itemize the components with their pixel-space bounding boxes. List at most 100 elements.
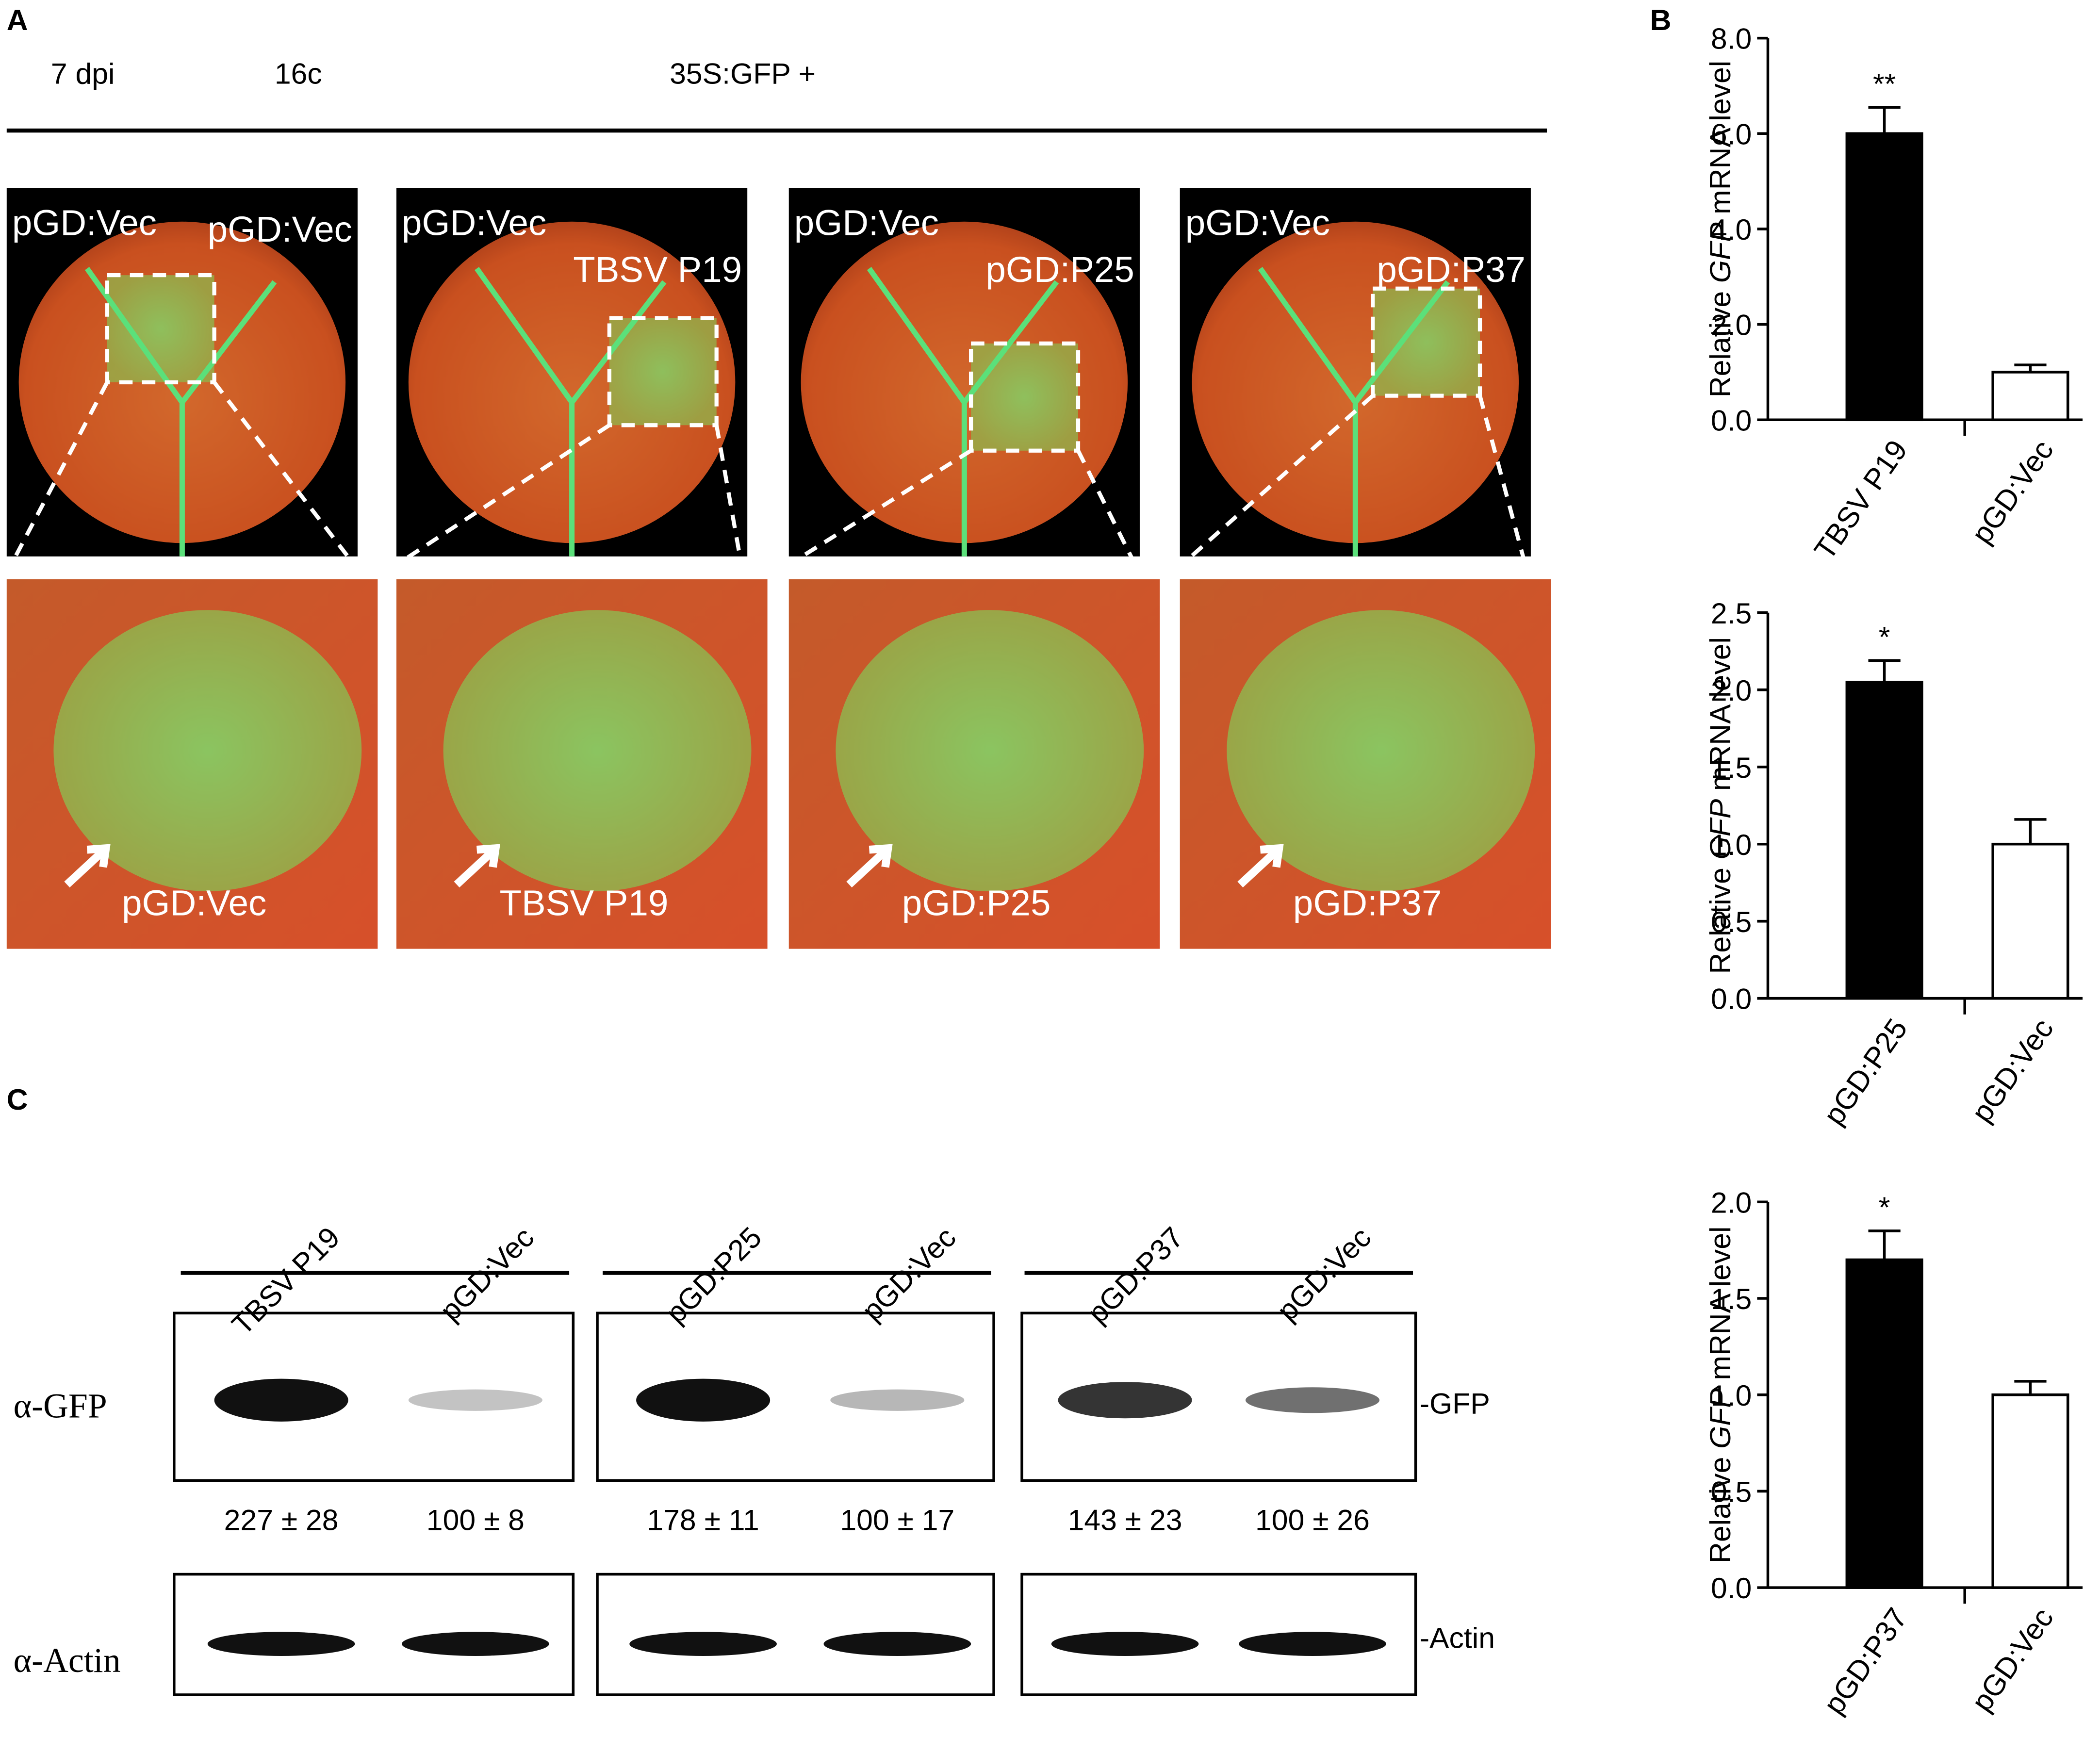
bar — [1991, 842, 2069, 1000]
y-tick-label: 0.0 — [1711, 404, 1752, 437]
y-axis-label: Relative GFP mRNA level — [1704, 1226, 1737, 1563]
bar — [1845, 681, 1923, 1000]
zoom-label: pGD:Vec — [122, 883, 266, 923]
header-text: 7 dpi — [51, 57, 115, 90]
x-tick-label: TBSV P19 — [1808, 434, 1914, 565]
zoom-box — [1371, 286, 1482, 398]
significance: ** — [1873, 67, 1896, 100]
zoom-arrow — [64, 844, 111, 888]
y-label-part: mRNA level — [1704, 637, 1737, 791]
zoom-line — [402, 423, 743, 562]
leaf-label: pGD:Vec — [402, 202, 546, 243]
gfp-band — [1245, 1387, 1380, 1413]
y-label-part: GFP — [1704, 1388, 1737, 1449]
y-axis-label: Relative GFP mRNA level — [1704, 637, 1737, 974]
band-label: -GFP — [1420, 1387, 1490, 1420]
leaf-vein — [1258, 267, 1450, 557]
y-label-part: Relative — [1704, 868, 1737, 974]
row-label: α-GFP — [14, 1387, 107, 1425]
significance: * — [1879, 621, 1890, 654]
header-text: 35S:GFP + — [670, 57, 816, 90]
gfp-patch — [1373, 288, 1480, 396]
leaf-label: TBSV P19 — [573, 249, 742, 290]
y-label-part: mRNA level — [1704, 61, 1737, 214]
gfp-band — [408, 1389, 542, 1411]
actin-band — [207, 1632, 355, 1656]
y-label-part: Relative — [1704, 291, 1737, 397]
quantification: 143 ± 23 — [1068, 1503, 1182, 1536]
zoom-gfp — [1227, 610, 1535, 891]
zoom-arrow — [846, 844, 893, 888]
quantification: 100 ± 8 — [427, 1503, 525, 1536]
bar — [1845, 132, 1923, 422]
y-tick-label: 0.5 — [1711, 1475, 1752, 1508]
zoom-gfp — [443, 610, 752, 891]
leaf-label: pGD:P37 — [1377, 249, 1526, 290]
row-label: α-Actin — [14, 1641, 121, 1680]
header-text: 16c — [275, 57, 322, 90]
y-tick-label: 2.0 — [1711, 309, 1752, 342]
y-label-part: Relative — [1704, 1457, 1737, 1563]
leaf-vein — [475, 267, 667, 557]
y-tick-label: 8.0 — [1711, 22, 1752, 55]
y-tick-label: 1.5 — [1711, 1282, 1752, 1315]
actin-band — [1239, 1632, 1386, 1656]
zoom-box — [607, 316, 719, 427]
significance: * — [1879, 1191, 1890, 1224]
zoom-line — [1185, 394, 1526, 562]
leaf — [18, 221, 346, 543]
y-tick-label: 1.0 — [1711, 1379, 1752, 1412]
bar — [1991, 371, 2069, 422]
bar — [1845, 1258, 1923, 1589]
gfp-patch — [609, 318, 717, 426]
leaf-label: pGD:Vec — [1185, 202, 1330, 243]
x-tick-label: pGD:P37 — [1817, 1602, 1914, 1720]
gfp-patch — [107, 275, 214, 382]
y-axis-label: Relative GFP mRNA level — [1704, 61, 1737, 398]
gfp-band — [830, 1389, 965, 1411]
zoom-box — [969, 341, 1081, 453]
y-label-part: GFP — [1704, 222, 1737, 283]
zoom-box — [105, 273, 216, 385]
leaf — [408, 221, 736, 543]
leaf-label: pGD:Vec — [208, 209, 352, 249]
x-tick-label: pGD:P25 — [1817, 1013, 1914, 1131]
y-tick-label: 0.5 — [1711, 905, 1752, 938]
gfp-band — [214, 1378, 348, 1422]
actin-band — [629, 1632, 777, 1656]
quantification: 100 ± 26 — [1255, 1503, 1370, 1536]
zoom-label: pGD:P37 — [1293, 883, 1442, 923]
panel-label: B — [1650, 3, 1672, 36]
zoom-gfp — [836, 610, 1144, 891]
y-tick-label: 0.0 — [1711, 1572, 1752, 1605]
quantification: 100 ± 17 — [840, 1503, 954, 1536]
bar — [1991, 1393, 2069, 1589]
y-tick-label: 4.0 — [1711, 213, 1752, 246]
y-tick-label: 2.5 — [1711, 597, 1752, 630]
zoom-gfp — [53, 610, 362, 891]
x-tick-label: pGD:Vec — [1965, 1013, 2060, 1128]
gfp-patch — [971, 343, 1078, 451]
zoom-label: TBSV P19 — [499, 883, 668, 923]
gfp-band — [636, 1378, 771, 1422]
band-label: -Actin — [1420, 1621, 1495, 1654]
y-label-part: GFP — [1704, 799, 1737, 859]
zoom-arrow — [1237, 844, 1284, 888]
leaf-label: pGD:P25 — [985, 249, 1134, 290]
quantification: 227 ± 28 — [224, 1503, 339, 1536]
quantification: 178 ± 11 — [647, 1503, 759, 1536]
leaf-label: pGD:Vec — [794, 202, 939, 243]
y-tick-label: 6.0 — [1711, 117, 1752, 150]
actin-band — [1051, 1632, 1199, 1656]
gfp-band — [1058, 1382, 1192, 1419]
actin-band — [823, 1632, 971, 1656]
panel-label: C — [7, 1083, 28, 1116]
y-tick-label: 0.0 — [1711, 983, 1752, 1016]
y-tick-label: 2.0 — [1711, 1186, 1752, 1219]
x-tick-label: pGD:Vec — [1965, 434, 2060, 549]
y-tick-label: 2.0 — [1711, 674, 1752, 707]
y-label-part: mRNA level — [1704, 1226, 1737, 1380]
y-tick-label: 1.5 — [1711, 751, 1752, 784]
x-tick-label: pGD:Vec — [1965, 1602, 2060, 1717]
